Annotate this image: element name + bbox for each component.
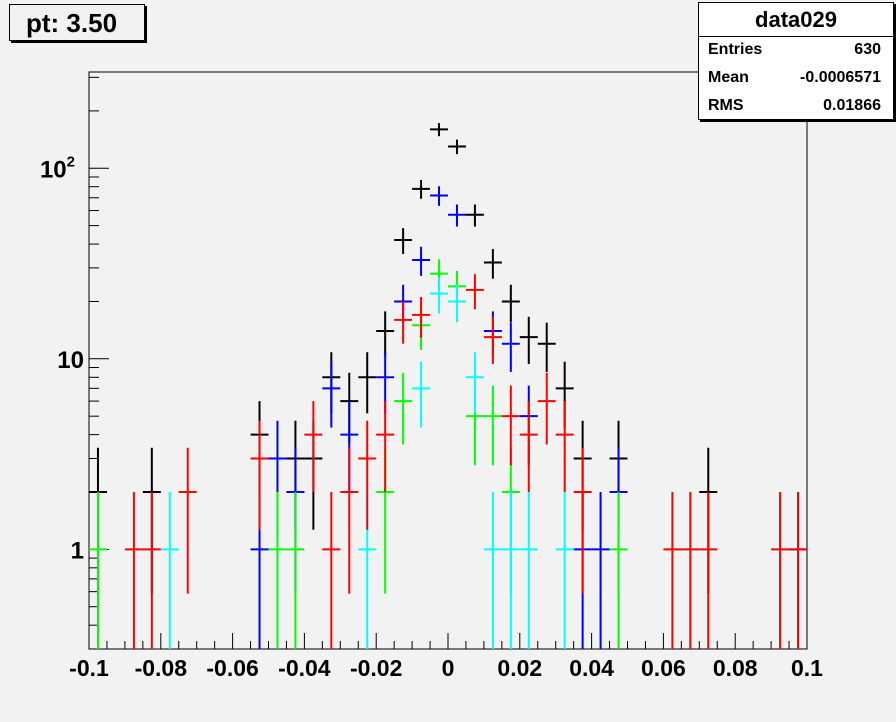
data-point — [591, 492, 610, 649]
data-point — [555, 492, 574, 649]
stats-label: Entries — [708, 41, 763, 58]
data-point — [160, 492, 179, 649]
stats-row-entries: Entries 630 — [708, 36, 881, 64]
data-point — [573, 447, 592, 594]
stats-row-mean: Mean -0.0006571 — [708, 64, 881, 92]
stats-value: 0.01866 — [823, 97, 881, 114]
data-point — [465, 352, 484, 414]
data-point — [519, 492, 538, 649]
data-point — [501, 284, 520, 323]
x-tick-label: -0.08 — [135, 655, 188, 681]
data-point — [501, 322, 520, 372]
x-tick-label: 0.06 — [641, 655, 686, 681]
data-point — [501, 492, 520, 649]
plot-frame — [88, 71, 808, 650]
data-point — [483, 492, 502, 649]
x-tick-label: 0.08 — [713, 655, 758, 681]
data-point — [609, 492, 628, 649]
data-point — [412, 296, 431, 338]
data-point — [465, 274, 484, 310]
y-tick-label: 102 — [40, 153, 75, 183]
data-point — [322, 492, 341, 649]
data-point — [448, 139, 466, 155]
data-point — [501, 385, 520, 466]
data-point — [465, 204, 484, 227]
x-tick-label: 0.04 — [569, 655, 614, 681]
x-tick-label: -0.04 — [278, 655, 331, 681]
x-tick-label: 0.02 — [497, 655, 542, 681]
data-point — [699, 492, 718, 649]
data-point — [250, 420, 269, 530]
data-point — [483, 249, 502, 279]
data-point — [430, 277, 448, 314]
x-tick-label: -0.1 — [69, 655, 109, 681]
stats-label: RMS — [708, 97, 744, 114]
data-point — [394, 228, 413, 254]
data-point — [268, 492, 287, 649]
data-point — [771, 492, 790, 649]
stats-value: -0.0006571 — [800, 69, 881, 86]
data-point — [358, 420, 377, 530]
data-point — [537, 322, 556, 372]
data-point — [376, 311, 395, 357]
data-point — [358, 352, 377, 414]
data-point — [124, 492, 143, 649]
data-point — [286, 492, 305, 649]
data-point — [483, 385, 502, 466]
data-point — [448, 204, 466, 227]
data-point — [555, 401, 574, 493]
stats-row-rms: RMS 0.01866 — [708, 92, 881, 120]
data-point — [448, 284, 466, 323]
data-point — [89, 492, 107, 649]
x-tick-label: 0 — [442, 655, 455, 681]
x-tick-label: 0.1 — [791, 655, 823, 681]
pad-title: pt: 3.50 — [26, 8, 118, 38]
stats-box: data029 Entries 630 Mean -0.0006571 RMS … — [698, 2, 894, 120]
data-point — [142, 492, 161, 649]
data-point — [519, 401, 538, 493]
stats-histogram-name: data029 — [699, 3, 893, 37]
data-point — [394, 372, 413, 445]
data-point — [376, 401, 395, 493]
x-tick-label: -0.06 — [206, 655, 258, 681]
data-point — [681, 492, 700, 649]
data-point — [430, 123, 448, 137]
data-point — [483, 316, 502, 364]
data-point — [663, 492, 682, 649]
stats-label: Mean — [708, 69, 749, 86]
data-point — [340, 447, 359, 594]
stats-value: 630 — [854, 41, 881, 58]
pad-title-box: pt: 3.50 — [9, 4, 145, 41]
data-point — [412, 246, 431, 276]
data-point — [537, 372, 556, 445]
data-point — [519, 316, 538, 364]
y-tick-label: 1 — [71, 537, 84, 564]
data-point — [178, 447, 197, 594]
x-tick-label: -0.02 — [350, 655, 402, 681]
data-point — [412, 179, 431, 199]
data-point — [789, 492, 807, 649]
data-point — [412, 361, 431, 428]
data-point — [430, 186, 448, 206]
data-point — [304, 401, 323, 493]
y-tick-label: 10 — [57, 347, 84, 374]
data-point — [394, 301, 413, 344]
data-point — [322, 361, 341, 428]
